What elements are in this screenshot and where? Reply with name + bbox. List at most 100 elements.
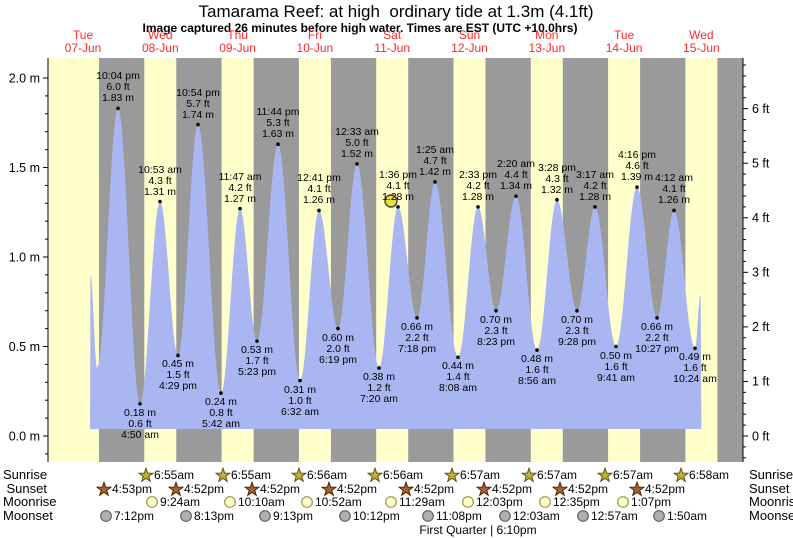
- tide-point-dot: [158, 199, 162, 204]
- high-tide-label: 4:12 am 4.1 ft 1.26 m: [655, 172, 693, 207]
- day-label: Mon 13-Jun: [528, 28, 566, 55]
- high-tide-label: 2:33 pm 4.2 ft 1.28 m: [459, 168, 497, 203]
- tide-point-dot: [655, 316, 659, 320]
- moonrise-time: 9:24am: [160, 495, 201, 509]
- row-label-right-sunrise: Sunrise: [749, 467, 793, 482]
- page-title: Tamarama Reef: at high ordinary tide at …: [198, 2, 594, 21]
- sunset-star: [321, 480, 337, 497]
- tide-point-dot: [336, 326, 340, 331]
- moonrise-circle: [224, 496, 236, 508]
- left-axis-label: 0.5 m: [9, 340, 40, 354]
- row-label-sunset: Sunset: [6, 480, 47, 496]
- moonset-time: 11:08pm: [436, 508, 482, 523]
- tide-curve-area: [90, 108, 702, 430]
- sunset-time: 4:53pm: [112, 481, 153, 496]
- high-tide-label: 3:28 pm 4.3 ft 1.32 m: [538, 161, 576, 196]
- sunrise-star: [673, 467, 689, 483]
- moonrise-circle-icon: [224, 496, 236, 508]
- moonrise-circle: [462, 496, 474, 508]
- tide-point-dot: [415, 316, 419, 320]
- right-axis-label: 4 ft: [752, 211, 770, 225]
- sunset-star: [552, 480, 568, 497]
- low-tide-label: 0.66 m 2.2 ft 10:27 pm: [635, 320, 679, 355]
- row-label-right-moonset: Moonset: [749, 507, 793, 523]
- moonset-time: 12:57am: [591, 508, 638, 523]
- moonrise-time: 1:07pm: [631, 495, 672, 509]
- moonset-circle: [653, 509, 665, 522]
- tide-point-dot: [116, 106, 120, 111]
- moonset-circle: [100, 509, 112, 522]
- sunrise-star-icon: [291, 467, 307, 483]
- sunrise-star: [521, 467, 537, 483]
- right-axis-label: 6 ft: [752, 102, 770, 116]
- day-label: Wed 15-Jun: [683, 28, 720, 55]
- sunset-star: [629, 480, 645, 497]
- moonset-circle-icon: [653, 509, 665, 522]
- low-tide-label: 0.60 m 2.0 ft 6:19 pm: [319, 331, 357, 366]
- moonrise-time: 12:03pm: [476, 495, 523, 509]
- sunset-star-icon: [321, 480, 337, 497]
- right-axis-label: 3 ft: [752, 266, 770, 280]
- sunset-time: 4:52pm: [645, 481, 686, 496]
- tide-point-dot: [693, 346, 697, 351]
- left-axis-label: 2.0 m: [9, 71, 40, 85]
- high-tide-label: 2:20 am 4.4 ft 1.34 m: [497, 158, 535, 193]
- left-axis-label: 1.0 m: [9, 250, 40, 264]
- row-label-moonrise: Moonrise: [3, 494, 57, 509]
- tide-point-dot: [355, 162, 359, 166]
- moonset-circle: [259, 509, 271, 522]
- low-tide-label: 0.38 m 1.2 ft 7:20 am: [360, 370, 398, 405]
- moon-phase-note: First Quarter | 6:10pm: [419, 523, 537, 537]
- moonset-circle: [339, 509, 351, 522]
- moonset-circle-icon: [339, 509, 351, 522]
- sunset-time: 4:52pm: [492, 481, 533, 496]
- low-tide-label: 0.49 m 1.6 ft 10:24 am: [673, 351, 717, 386]
- tide-point-dot: [255, 339, 259, 343]
- row-label-right-sunset: Sunset: [749, 480, 790, 496]
- low-tide-label: 0.66 m 2.2 ft 7:18 pm: [398, 320, 436, 355]
- moonrise-time: 10:52am: [315, 495, 362, 509]
- tide-point-dot: [593, 205, 597, 209]
- moonset-time: 12:03am: [513, 508, 560, 523]
- page-subtitle: Image captured 26 minutes before high wa…: [142, 21, 578, 35]
- moonrise-circle-icon: [146, 496, 158, 508]
- moonrise-circle-icon: [539, 496, 551, 508]
- low-tide-label: 0.70 m 2.3 ft 8:23 pm: [477, 313, 515, 348]
- sunset-star: [476, 480, 492, 497]
- high-tide-label: 10:53 am 4.3 ft 1.31 m: [138, 163, 182, 198]
- tide-point-dot: [494, 308, 498, 313]
- row-label-right-moonrise: Moonrise: [749, 494, 793, 509]
- moonset-circle-icon: [499, 509, 511, 522]
- low-tide-label: 0.24 m 0.8 ft 5:42 am: [202, 396, 240, 431]
- high-tide-label: 12:41 pm 4.1 ft 1.26 m: [297, 172, 341, 207]
- low-tide-label: 0.31 m 1.0 ft 6:32 am: [281, 383, 319, 418]
- sunset-star-icon: [168, 480, 184, 497]
- tide-point-dot: [635, 185, 639, 189]
- tide-point-dot: [176, 353, 180, 358]
- tide-point-dot: [535, 348, 539, 352]
- tide-point-dot: [575, 308, 579, 313]
- moonrise-circle-icon: [462, 496, 474, 508]
- day-label: Sat 11-Jun: [374, 28, 411, 55]
- sunrise-star-icon: [138, 467, 154, 483]
- low-tide-label: 0.53 m 1.7 ft 5:23 pm: [238, 344, 276, 379]
- low-tide-label: 0.48 m 1.6 ft 8:56 am: [518, 353, 556, 388]
- row-label-sunrise: Sunrise: [3, 467, 48, 482]
- left-axis-label: 0.0 m: [9, 429, 40, 443]
- sunset-star-icon: [398, 480, 414, 497]
- high-tide-label: 10:04 pm 6.0 ft 1.83 m: [96, 70, 140, 105]
- tide-point-dot: [433, 180, 437, 184]
- moonrise-time: 12:35pm: [553, 495, 600, 509]
- sunset-star-icon: [96, 480, 112, 497]
- sunrise-star-icon: [444, 467, 460, 483]
- sunrise-time: 6:57am: [537, 468, 578, 482]
- right-axis-label: 5 ft: [752, 157, 770, 171]
- tide-point-dot: [238, 206, 242, 211]
- moonset-time: 1:50am: [667, 508, 708, 523]
- moonset-circle-icon: [259, 509, 271, 522]
- moonrise-circle: [301, 496, 313, 508]
- moonrise-circle: [617, 496, 629, 508]
- sunrise-time: 6:56am: [383, 468, 424, 482]
- tide-point-dot: [298, 378, 302, 383]
